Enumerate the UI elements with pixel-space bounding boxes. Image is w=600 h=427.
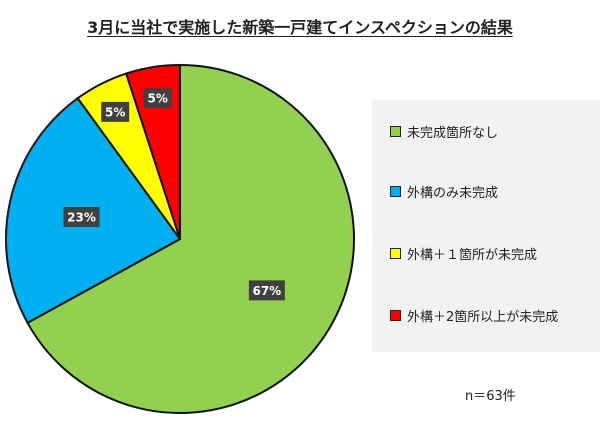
pie-slice-1 bbox=[26, 63, 355, 414]
data-label-1: 67% bbox=[248, 280, 285, 301]
legend-swatch bbox=[390, 309, 401, 321]
data-label-text: 67% bbox=[252, 284, 281, 298]
pie-slice-4 bbox=[124, 63, 181, 240]
data-label-text: 23% bbox=[67, 210, 96, 224]
chart-title: 3月に当社で実施した新築一戸建てインスペクションの結果 bbox=[87, 18, 513, 37]
data-label-box bbox=[248, 280, 285, 301]
legend-swatch bbox=[390, 247, 401, 259]
legend-label: 未完成箇所なし bbox=[407, 125, 499, 141]
data-label-4: 5% bbox=[143, 88, 172, 109]
legend-swatch bbox=[390, 185, 401, 197]
legend: 未完成箇所なし 外構のみ未完成 外構＋１箇所が未完成 外構＋2箇所以上が未完成 bbox=[372, 100, 600, 352]
data-label-text: 5% bbox=[147, 92, 167, 106]
legend-label: 外構＋１箇所が未完成 bbox=[407, 247, 538, 263]
data-label-box bbox=[101, 101, 130, 122]
legend-item-exterior-plus-two: 外構＋2箇所以上が未完成 bbox=[390, 306, 559, 325]
legend-label: 外構＋2箇所以上が未完成 bbox=[407, 309, 559, 325]
legend-swatch bbox=[390, 125, 401, 137]
legend-item-exterior-plus-one: 外構＋１箇所が未完成 bbox=[390, 244, 538, 263]
data-label-box bbox=[63, 206, 100, 227]
data-label-2: 23% bbox=[63, 206, 100, 227]
sample-size-note: n＝63件 bbox=[465, 389, 516, 404]
data-label-3: 5% bbox=[101, 101, 130, 122]
legend-item-no-incomplete: 未完成箇所なし bbox=[390, 122, 499, 141]
legend-item-exterior-only: 外構のみ未完成 bbox=[390, 182, 499, 201]
data-label-text: 5% bbox=[105, 105, 125, 119]
data-label-box bbox=[143, 88, 172, 109]
legend-label: 外構のみ未完成 bbox=[407, 185, 499, 201]
